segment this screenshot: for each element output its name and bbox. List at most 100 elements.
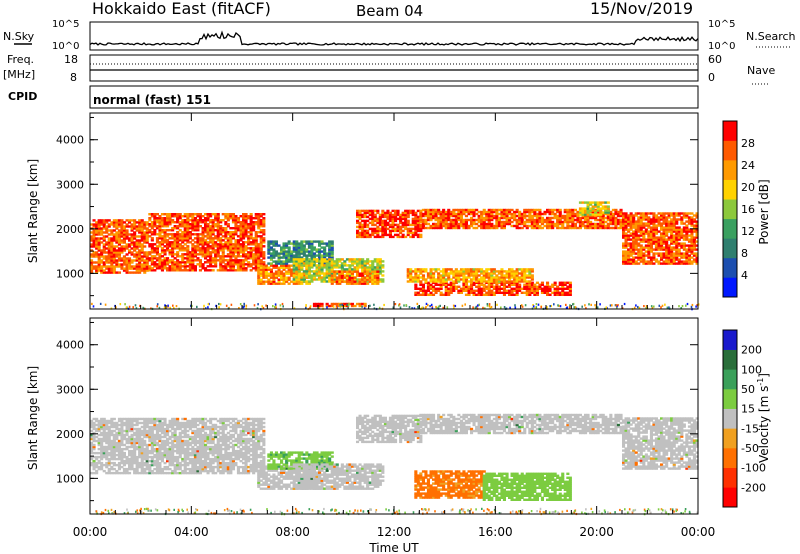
power-cell	[500, 270, 504, 273]
power-cell	[649, 244, 653, 247]
power-cell	[667, 230, 671, 233]
power-cell	[624, 220, 628, 223]
power-cell	[259, 235, 263, 238]
power-cell	[581, 220, 585, 224]
power-cell	[662, 240, 666, 243]
power-cell	[358, 278, 362, 281]
power-cell	[234, 229, 238, 232]
power-cell	[140, 267, 144, 270]
power-cell	[657, 216, 661, 219]
power-cell	[247, 255, 251, 258]
power-cell	[424, 289, 428, 292]
power-cell	[368, 211, 372, 215]
power-cell	[627, 242, 631, 245]
power-cell	[287, 254, 291, 257]
power-cell	[596, 203, 600, 206]
power-cell	[442, 280, 446, 283]
power-cell	[340, 262, 344, 265]
power-cell	[609, 210, 613, 214]
power-cell	[274, 252, 278, 255]
power-cell	[353, 270, 357, 273]
power-cell	[416, 270, 420, 273]
power-cell	[100, 269, 104, 272]
power-cell	[274, 240, 278, 243]
power-cell	[325, 258, 329, 261]
power-cell	[452, 270, 456, 273]
power-cell	[419, 281, 423, 284]
power-cell	[173, 241, 177, 244]
power-cell	[660, 236, 664, 239]
power-cell	[198, 221, 202, 224]
power-cell	[665, 230, 669, 233]
power-cell	[229, 269, 233, 272]
power-cell	[297, 248, 301, 251]
power-cell	[442, 281, 446, 284]
power-cell	[581, 213, 585, 216]
power-cell	[409, 280, 413, 283]
power-cell	[280, 256, 284, 259]
power-cell	[247, 235, 251, 238]
power-cell	[107, 257, 111, 260]
power-cell	[497, 212, 501, 216]
power-cell	[649, 240, 653, 243]
power-cell	[133, 247, 137, 250]
power-cell	[682, 256, 686, 259]
power-cell	[508, 278, 512, 281]
power-cell	[356, 262, 360, 265]
power-cell	[252, 243, 256, 246]
power-cell	[376, 235, 380, 239]
power-cell	[538, 287, 542, 290]
power-cell	[176, 235, 180, 238]
power-cell	[634, 222, 638, 225]
power-cell	[102, 251, 106, 254]
power-cell	[434, 291, 438, 294]
power-cell	[632, 226, 636, 229]
power-cell	[373, 278, 377, 281]
power-cell	[155, 253, 159, 256]
power-speckle	[405, 304, 407, 307]
power-cell	[254, 217, 258, 220]
power-cell	[556, 222, 560, 226]
power-cell	[414, 227, 418, 231]
power-cell	[325, 242, 329, 245]
power-cell	[437, 272, 441, 275]
power-cell	[176, 215, 180, 218]
power-cell	[193, 267, 197, 270]
power-cell	[171, 269, 175, 272]
power-cell	[226, 223, 230, 226]
power-cell	[546, 208, 550, 212]
power-cell	[482, 226, 486, 230]
power-cell	[117, 231, 121, 234]
power-cell	[642, 258, 646, 261]
power-cell	[307, 274, 311, 277]
power-cell	[368, 221, 372, 225]
power-cell	[642, 262, 646, 265]
power-cell	[290, 264, 294, 267]
power-cell	[421, 208, 425, 212]
power-cell	[292, 272, 296, 275]
power-cell	[533, 291, 537, 294]
power-cell	[358, 223, 362, 227]
power-cell	[234, 223, 238, 226]
power-cell	[426, 222, 430, 226]
power-cell	[231, 269, 235, 272]
power-cell	[652, 262, 656, 265]
power-cell	[95, 237, 99, 240]
power-cell	[239, 259, 243, 262]
power-speckle	[378, 306, 381, 309]
power-cell	[224, 243, 228, 246]
power-cell	[414, 233, 418, 237]
power-cell	[219, 221, 223, 224]
power-cell	[335, 276, 339, 279]
power-speckle	[558, 304, 560, 307]
power-cell	[687, 260, 691, 263]
power-cell	[117, 229, 121, 232]
power-cell	[642, 214, 646, 217]
power-cell	[353, 304, 357, 308]
power-cell	[381, 280, 385, 283]
power-cell	[639, 220, 643, 223]
power-cell	[553, 224, 557, 228]
power-cell	[368, 217, 372, 221]
power-cell	[439, 278, 443, 281]
power-speckle	[431, 306, 434, 309]
